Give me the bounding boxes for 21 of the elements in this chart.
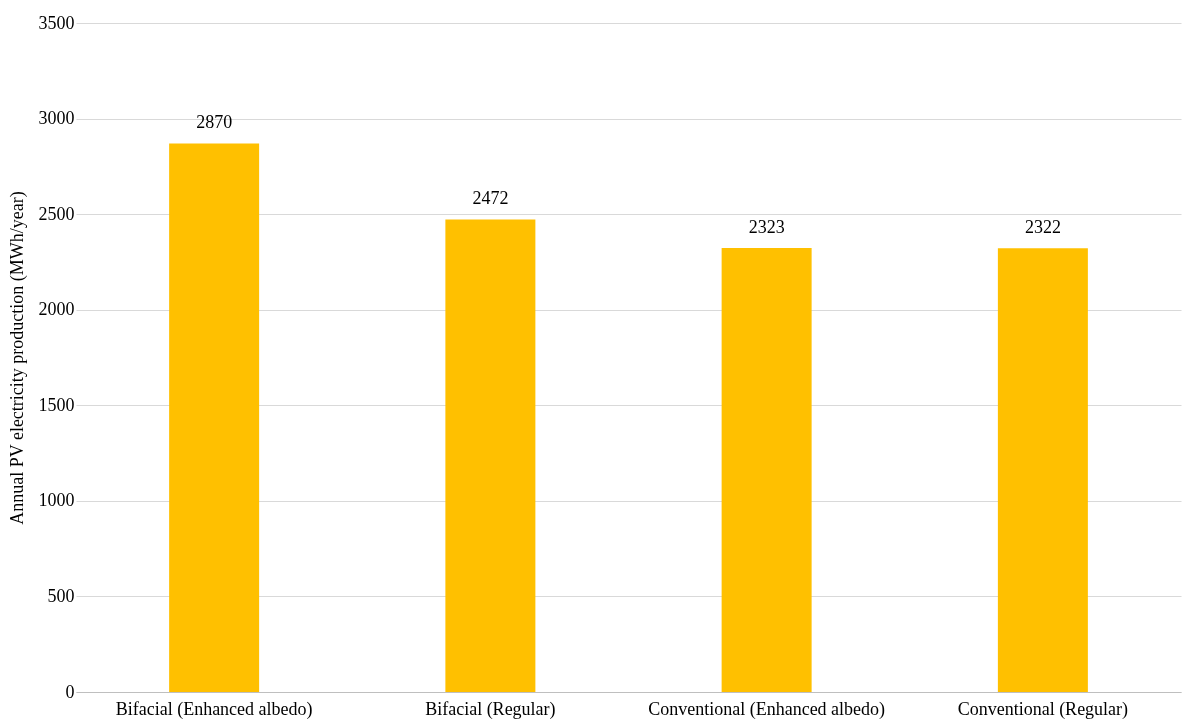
x-tick-label: Conventional (Regular)	[957, 698, 1129, 720]
x-tick-label: Bifacial (Enhanced albedo)	[115, 698, 313, 720]
bar	[445, 219, 536, 692]
x-tick-label: Bifacial (Regular)	[425, 698, 556, 720]
y-tick-label: 3500	[38, 12, 75, 33]
data-label: 2870	[196, 112, 233, 133]
y-tick-label: 2500	[38, 203, 75, 224]
x-tick-label: Conventional (Enhanced albedo)	[648, 698, 886, 720]
bar	[721, 247, 812, 692]
data-label: 2472	[472, 188, 509, 209]
y-tick-label: 500	[47, 585, 75, 606]
y-tick-label: 0	[65, 681, 75, 702]
y-axis-title: Annual PV electricity production (MWh/year)	[6, 191, 28, 525]
data-label: 2323	[748, 216, 785, 237]
bar	[169, 143, 260, 692]
y-tick-label: 1500	[38, 394, 75, 415]
bar	[997, 248, 1088, 692]
y-tick-label: 2000	[38, 299, 75, 320]
y-tick-label: 3000	[38, 108, 75, 129]
data-label: 2322	[1024, 217, 1061, 238]
y-tick-label: 1000	[38, 490, 75, 511]
